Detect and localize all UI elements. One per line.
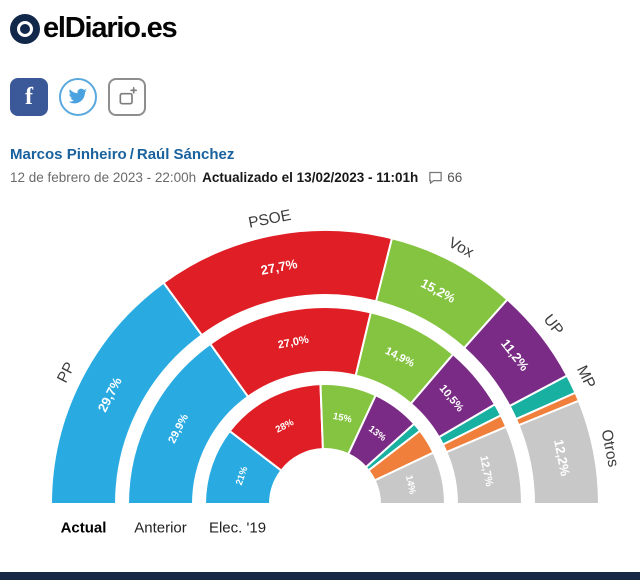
legend-actual: Actual <box>61 520 107 537</box>
half-donut-chart: 29,7%27,7%15,2%11,2%12,2%29,9%27,0%14,9%… <box>49 207 622 537</box>
bottom-bar <box>0 572 640 580</box>
updated-date: Actualizado el 13/02/2023 - 11:01h <box>202 170 419 185</box>
facebook-icon: f <box>25 83 33 110</box>
legend-anterior: Anterior <box>134 520 187 537</box>
segment-anterior-otros <box>445 425 524 505</box>
author-link-2[interactable]: Raúl Sánchez <box>136 146 235 163</box>
segment-elec-19-otros <box>373 451 447 505</box>
poll-chart: 29,7% 27,7% 15,2% 11,2% 12,2% 29,9% 27,0% 14,9%… <box>0 204 640 546</box>
author-separator: / <box>129 146 134 163</box>
value-label-actual-otros: 12,2% <box>551 438 573 477</box>
party-label-otros: Otros <box>598 428 622 469</box>
byline: Marcos Pinheiro / Raúl Sánchez <box>10 146 234 163</box>
dateline: 12 de febrero de 2023 - 22:00h Actualiza… <box>10 170 462 185</box>
logo-text: elDiario.es <box>43 12 178 44</box>
legend-elec-19: Elec. '19 <box>209 520 266 537</box>
share-more-button[interactable] <box>108 78 146 116</box>
comments-count: 66 <box>447 170 463 185</box>
eye-ring <box>17 20 33 37</box>
share-add-icon <box>117 87 137 107</box>
value-label-elec-19-otros: 14% <box>403 474 418 496</box>
social-share-bar: f <box>10 78 146 116</box>
twitter-share-button[interactable] <box>59 78 97 116</box>
value-label-anterior-psoe: 27,0% <box>277 334 310 352</box>
eldiario-eye-icon <box>10 13 40 44</box>
publish-date: 12 de febrero de 2023 - 22:00h <box>10 170 197 185</box>
party-label-psoe: PSOE <box>247 207 293 232</box>
author-link-1[interactable]: Marcos Pinheiro <box>10 146 127 163</box>
party-label-mp: MP <box>573 363 598 391</box>
value-label-elec-19-vox: 15% <box>332 411 353 426</box>
facebook-share-button[interactable]: f <box>10 78 48 116</box>
comment-bubble-icon <box>428 170 443 185</box>
eldiario-logo[interactable]: elDiario.es <box>10 12 178 45</box>
party-label-up: UP <box>540 311 567 338</box>
comments-link[interactable]: 66 <box>428 170 462 185</box>
twitter-icon <box>67 86 89 108</box>
value-label-actual-psoe: 27,7% <box>259 256 298 278</box>
party-label-vox: Vox <box>445 234 476 261</box>
party-label-pp: PP <box>54 360 79 386</box>
segment-actual-otros <box>517 399 601 505</box>
